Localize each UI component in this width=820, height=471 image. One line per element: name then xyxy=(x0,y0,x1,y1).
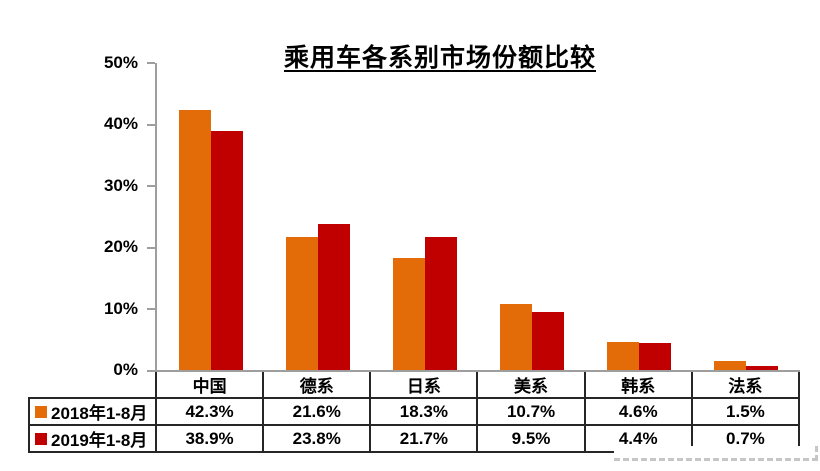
y-axis-tick xyxy=(147,370,155,372)
bar-group-china xyxy=(157,63,264,370)
value-cell: 21.7% xyxy=(369,424,479,453)
bar-2019-french xyxy=(746,365,779,370)
bar-group-korean xyxy=(586,63,693,370)
category-header: 美系 xyxy=(476,372,586,399)
value-cell: 21.6% xyxy=(262,397,372,426)
bar-2018-china xyxy=(178,110,211,370)
category-header: 法系 xyxy=(690,372,801,399)
legend-label-2019: 2019年1-8月 xyxy=(51,431,148,450)
value-cell: 10.7% xyxy=(476,397,586,426)
legend-cell-2018: 2018年1-8月 xyxy=(28,397,157,426)
category-header: 德系 xyxy=(262,372,372,399)
series-row-2018: 2018年1-8月 42.3% 21.6% 18.3% 10.7% 4.6% 1… xyxy=(28,397,801,426)
bar-2019-american xyxy=(532,311,565,370)
bar-2018-american xyxy=(500,304,533,370)
y-axis-tick xyxy=(147,247,155,249)
bar-2018-french xyxy=(714,360,747,370)
y-axis-tick-label: 20% xyxy=(103,237,138,256)
legend-cell-2019: 2019年1-8月 xyxy=(28,424,157,453)
y-axis-tick-label: 10% xyxy=(103,299,138,318)
bar-2018-korean xyxy=(607,341,640,370)
chart-title: 乘用车各系别市场份额比较 xyxy=(283,44,596,72)
category-header-row: 中国 德系 日系 美系 韩系 法系 xyxy=(29,372,801,399)
bar-group-american xyxy=(479,63,586,370)
y-axis-tick-label: 40% xyxy=(103,114,138,133)
data-table: 中国 德系 日系 美系 韩系 法系 2018年1-8月 42.3% 21.6% … xyxy=(28,372,801,453)
value-cell: 38.9% xyxy=(154,424,265,453)
category-header: 中国 xyxy=(154,372,265,399)
value-cell: 23.8% xyxy=(262,424,372,453)
value-cell: 1.5% xyxy=(690,397,801,426)
y-axis-tick xyxy=(147,185,155,187)
category-header: 日系 xyxy=(369,372,479,399)
legend-swatch-2019 xyxy=(35,432,47,445)
bar-group-french xyxy=(693,63,800,370)
bar-2019-korean xyxy=(639,342,672,370)
value-cell: 42.3% xyxy=(154,397,265,426)
value-cell: 4.6% xyxy=(583,397,693,426)
y-axis-tick xyxy=(147,124,155,126)
category-header: 韩系 xyxy=(583,372,693,399)
bar-2019-japanese xyxy=(424,236,457,370)
bar-2019-german xyxy=(317,223,350,370)
y-axis-tick xyxy=(147,62,155,64)
y-axis-tick-label: 30% xyxy=(103,176,138,195)
table-corner-spacer xyxy=(29,372,156,398)
bar-2019-china xyxy=(210,131,243,370)
value-cell: 18.3% xyxy=(369,397,479,426)
legend-swatch-2018 xyxy=(35,405,47,418)
y-axis-tick-label: 50% xyxy=(103,53,138,72)
bar-group-german xyxy=(264,63,371,370)
bar-2018-japanese xyxy=(392,257,425,370)
value-cell: 9.5% xyxy=(476,424,586,453)
bar-group-japanese xyxy=(371,63,478,370)
watermark-artifact xyxy=(614,446,818,461)
legend-label-2018: 2018年1-8月 xyxy=(51,404,148,423)
y-axis-tick-label: 0% xyxy=(113,360,138,379)
plot-area xyxy=(155,63,800,372)
bar-2018-german xyxy=(285,237,318,370)
y-axis-tick xyxy=(147,308,155,310)
